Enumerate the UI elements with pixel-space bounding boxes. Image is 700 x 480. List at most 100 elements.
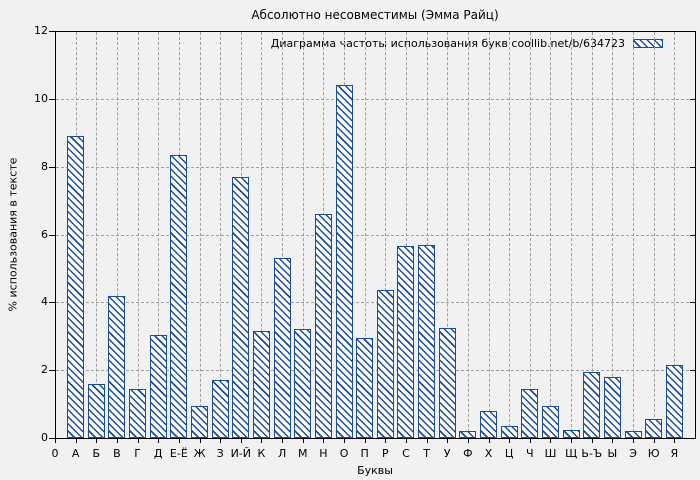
x-tick-label: Ф [463,447,473,460]
x-tick [612,439,614,443]
x-tick [509,439,511,443]
y-tick-mirror [690,370,695,372]
gridline-vertical [550,32,552,437]
gridline-vertical [137,32,139,437]
x-tick [220,439,222,443]
x-tick-label: Д [153,447,163,460]
x-tick [674,439,676,443]
x-tick-label: Б [92,447,101,460]
bar-л [273,258,291,438]
x-tick-label: З [216,447,224,460]
gridline-vertical [426,32,428,437]
bar-б [87,383,105,438]
gridline-vertical [282,32,284,437]
bar-т [418,244,436,438]
gridline-vertical [612,32,614,437]
bar-ы [603,376,621,438]
gridline-vertical [674,32,676,437]
gridline-vertical [385,32,387,437]
y-tick-label: 12 [34,24,48,37]
gridline-horizontal [56,166,694,168]
y-tick-mirror [690,98,695,100]
chart-title: Абсолютно несовместимы (Эмма Райц) [251,8,499,22]
bar-у [438,327,456,438]
y-tick [49,234,55,236]
bar-а [67,136,85,438]
x-tick [261,439,263,443]
bar-ж [191,405,209,438]
gridline-vertical [447,32,449,437]
x-tick-label: Э [629,447,637,460]
x-tick [633,439,635,443]
x-tick [447,439,449,443]
x-tick-label: Г [134,447,141,460]
x-tick-label: С [402,447,410,460]
x-tick [591,439,593,443]
y-tick-mirror [690,302,695,304]
x-tick [240,439,242,443]
bar-г [129,388,147,438]
x-tick [344,439,346,443]
x-tick [302,439,304,443]
y-tick-label: 8 [41,159,48,173]
x-tick-label: Ж [193,447,206,460]
gridline-vertical [261,32,263,437]
x-tick-label: Ю [647,447,660,460]
x-tick-label: Е-Ё [169,447,188,460]
x-tick-label: К [257,447,266,460]
gridline-vertical [571,32,573,437]
y-tick [49,31,55,32]
gridline-vertical [302,32,304,437]
y-tick-mirror [690,234,695,236]
x-tick-label: Ы [607,447,618,460]
x-tick-label: Щ [565,447,578,460]
bar-м [294,329,312,438]
gridline-vertical [509,32,511,437]
x-tick-label: Я [670,447,679,460]
x-tick [550,439,552,443]
gridline-vertical [633,32,635,437]
y-tick [49,166,55,168]
gridline-vertical [158,32,160,437]
gridline-vertical [116,32,118,437]
bar-о [335,85,353,438]
gridline-vertical [405,32,407,437]
x-tick-label: В [113,447,121,460]
x-tick-label: Т [423,447,430,460]
x-tick [96,439,98,443]
bar-э [624,431,642,438]
x-tick [488,439,490,443]
bar-ю [645,419,663,438]
x-tick-label: А [71,447,80,460]
bar-с [397,246,415,438]
gridline-horizontal [56,302,694,304]
x-tick [385,439,387,443]
bar-з [211,380,229,438]
x-tick-label: Р [381,447,389,460]
x-tick-label: М [297,447,308,460]
bar-к [252,331,270,438]
y-tick-label: 2 [41,363,48,377]
x-tick-label: О [339,447,349,460]
x-tick-label: П [360,447,369,460]
y-tick [49,370,55,372]
bar-е-ё [170,154,188,438]
x-tick-label: Л [277,447,287,460]
x-tick [323,439,325,443]
bar-р [376,290,394,438]
x-tick [137,439,139,443]
bar-и-й [232,176,250,438]
gridline-vertical [529,32,531,437]
gridline-vertical [653,32,655,437]
y-tick-label: 6 [41,227,48,241]
x-tick [199,439,201,443]
gridline-vertical [591,32,593,437]
x-tick-label: 0 [51,447,59,460]
bar-ф [459,431,477,438]
bar-п [356,337,374,438]
x-tick-label: Ь-Ъ [581,447,603,460]
x-tick-label: Н [319,447,328,460]
plot-area [55,31,696,439]
x-tick [178,439,180,443]
